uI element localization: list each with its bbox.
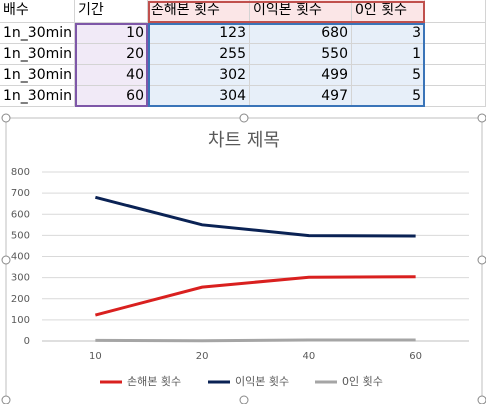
y-tick-label: 600: [11, 209, 30, 220]
chart-area[interactable]: [5, 117, 483, 404]
legend-label: 0인 횟수: [342, 375, 383, 388]
y-tick-label: 400: [11, 252, 30, 263]
handle[interactable]: [477, 113, 486, 123]
range-header: [148, 1, 425, 23]
cell[interactable]: 302: [148, 65, 250, 86]
cell[interactable]: 550: [250, 44, 352, 65]
y-tick-label: 100: [11, 315, 30, 326]
cell[interactable]: 680: [250, 23, 352, 44]
cell[interactable]: 1n_30min: [0, 23, 75, 44]
y-tick-label: 200: [11, 294, 30, 305]
cell[interactable]: 1n_30min: [0, 65, 75, 86]
spreadsheet: 배수 기간 손해본 횟수 이익본 횟수 0인 횟수 1n_30min 10 123 680 3 1n…: [0, 0, 486, 118]
cell[interactable]: 1n_30min: [0, 44, 75, 65]
x-tick-label: 20: [196, 351, 209, 362]
handle[interactable]: [1, 395, 11, 404]
series-line: [95, 338, 416, 343]
cell[interactable]: 20: [75, 44, 148, 65]
legend-label: 손해본 횟수: [127, 374, 181, 388]
series-line: [95, 195, 416, 238]
y-tick-label: 800: [11, 167, 30, 178]
cell[interactable]: 255: [148, 44, 250, 65]
handle[interactable]: [239, 113, 249, 123]
legend-label: 이익본 횟수: [235, 375, 289, 388]
handle[interactable]: [1, 113, 11, 123]
series-line: [94, 275, 416, 317]
cell[interactable]: 499: [250, 65, 352, 86]
header-cell[interactable]: 배수: [0, 0, 75, 23]
x-tick-label: 60: [409, 351, 422, 362]
handle[interactable]: [477, 255, 486, 265]
range-data: [148, 23, 425, 107]
y-tick-label: 300: [11, 273, 30, 284]
handle[interactable]: [477, 395, 486, 404]
cell[interactable]: 497: [250, 86, 352, 107]
range-b: [75, 23, 148, 107]
y-tick-label: 700: [11, 188, 30, 199]
handle[interactable]: [1, 255, 11, 265]
header-cell[interactable]: 이익본 횟수: [250, 0, 352, 23]
cell[interactable]: 10: [75, 23, 148, 44]
x-tick-label: 40: [303, 351, 316, 362]
handle[interactable]: [239, 395, 249, 404]
header-cell[interactable]: 기간: [75, 0, 148, 23]
cell[interactable]: 1n_30min: [0, 86, 75, 107]
cell[interactable]: 123: [148, 23, 250, 44]
x-tick-label: 10: [89, 351, 102, 362]
y-tick-label: 0: [24, 336, 30, 347]
chart-title: 차트 제목: [208, 130, 280, 151]
y-tick-label: 500: [11, 230, 30, 241]
